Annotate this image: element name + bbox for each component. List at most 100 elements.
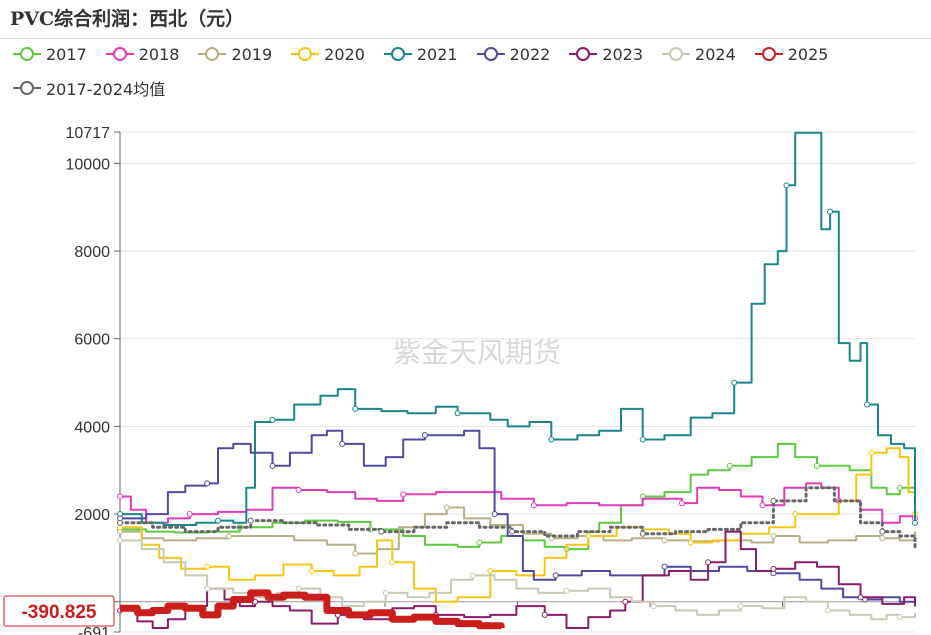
series-point-2017-2024-20 [770, 497, 777, 504]
legend-swatch-marker-2021 [390, 47, 405, 61]
series-point-2019-12 [443, 504, 450, 511]
series-point-2019-20 [661, 537, 668, 544]
series-point-2023-32 [770, 565, 777, 572]
series-point-2018-24 [759, 502, 766, 509]
series-point-2022-28 [661, 563, 668, 570]
y-tick-label-4: 4000 [74, 419, 110, 436]
legend-label-2021: 2021 [416, 44, 458, 64]
series-point-2022-4 [204, 480, 211, 487]
chart-title: PVC综合利润：西北（元） [10, 8, 245, 30]
legend-item-2025[interactable]: 2025 [754, 44, 828, 64]
current-value-tip: -390.825 [3, 595, 115, 627]
series-line-2017 [120, 442, 916, 551]
series-line-2024 [120, 539, 916, 621]
y-tick-label-1: 10000 [66, 156, 111, 173]
y-axis: 107171000080006000400020000-691 [66, 125, 916, 635]
series-point-2021-40 [864, 401, 871, 408]
series-2018 [117, 482, 918, 524]
series-line-2017-2024 [118, 486, 917, 551]
legend-label-2018: 2018 [138, 44, 180, 64]
series-point-2022-12 [339, 440, 346, 447]
series-line-2022 [120, 429, 916, 607]
series-point-2018-0 [117, 493, 123, 500]
legend-item-2019[interactable]: 2019 [197, 44, 272, 64]
series-point-2024-0 [117, 537, 123, 544]
series-point-2021-4 [215, 517, 222, 524]
y-tick-label-7: -691 [78, 625, 110, 635]
legend-item-2024[interactable]: 2024 [661, 44, 736, 64]
legend-swatch-2017 [13, 47, 41, 61]
legend-label-2017-2024: 2017-2024均值 [46, 80, 166, 99]
series-point-2019-8 [352, 550, 359, 557]
series-point-2018-12 [400, 491, 407, 498]
series-point-2017-28 [813, 462, 820, 469]
y-tick-label-5: 2000 [74, 507, 110, 524]
series-point-2018-8 [295, 486, 302, 493]
series-point-2022-16 [421, 432, 428, 439]
title-divider [0, 38, 931, 39]
series-point-2017-32 [896, 484, 903, 491]
series-group [117, 131, 918, 630]
legend-item-2020[interactable]: 2020 [290, 44, 365, 64]
series-point-2021-28 [731, 379, 738, 386]
legend-item-2021[interactable]: 2021 [383, 44, 458, 64]
legend-swatch-marker-2018 [112, 47, 127, 61]
y-tick-label-3: 6000 [74, 332, 110, 349]
series-point-2018-4 [186, 511, 193, 518]
series-point-2024-8 [295, 585, 302, 592]
series-point-2023-20 [541, 611, 548, 618]
series-point-2020-8 [308, 568, 315, 575]
legend-swatch-marker-2022 [483, 47, 498, 61]
current-value-box [3, 595, 115, 627]
legend-swatch-2018 [105, 47, 134, 61]
y-tick-label-0: 10717 [66, 125, 111, 142]
series-point-2019-24 [770, 532, 777, 539]
legend-item-2022[interactable]: 2022 [476, 44, 551, 64]
series-point-2017-24 [726, 462, 733, 469]
legend-label-2022: 2022 [509, 44, 551, 64]
legend-item-2017-2024[interactable]: 2017-2024均值 [12, 78, 166, 99]
y-tick-label-2: 8000 [74, 244, 110, 261]
series-line-2018 [120, 482, 916, 524]
series-point-2019-28 [879, 535, 886, 542]
legend-swatch-marker-2017 [20, 47, 34, 61]
legend-swatch-2021 [383, 47, 412, 61]
legend-label-2017: 2017 [46, 44, 87, 64]
series-point-2024-24 [650, 603, 657, 610]
series-point-2020-28 [792, 511, 799, 518]
series-point-2017-2024-8 [378, 528, 385, 535]
series-point-2024-28 [737, 603, 744, 610]
series-point-2024-4 [204, 585, 211, 592]
series-point-2020-12 [389, 559, 396, 566]
series-point-2021-44 [912, 519, 918, 526]
series-2017-2024 [117, 486, 917, 551]
series-point-2023-36 [857, 594, 864, 601]
series-point-2017-2024-12 [509, 528, 516, 535]
legend-label-2024: 2024 [695, 44, 736, 64]
series-point-2023-24 [622, 598, 629, 605]
legend-label-2019: 2019 [231, 44, 273, 64]
legend-label-2023: 2023 [602, 44, 644, 64]
legend-item-2023[interactable]: 2023 [568, 44, 643, 64]
series-point-2021-20 [548, 436, 555, 443]
legend-swatch-2025 [754, 47, 783, 61]
legend-item-2018[interactable]: 2018 [105, 44, 180, 64]
legend-swatch-2022 [476, 47, 505, 61]
series-point-2024-32 [824, 607, 831, 614]
legend-swatch-marker-2024 [669, 47, 684, 61]
series-point-2017-2024-0 [117, 519, 123, 526]
series-2024 [117, 537, 916, 621]
series-point-2021-16 [454, 410, 461, 417]
legend-swatch-marker-2025 [761, 47, 776, 61]
legend-swatch-2019 [198, 47, 227, 61]
legend-swatch-2024 [662, 47, 691, 61]
legend-item-2017[interactable]: 2017 [12, 44, 87, 64]
legend: 2017 2018 2019 2020 2021 2022 2023 2024 2025 2017… [12, 44, 927, 99]
series-line-2025 [120, 589, 505, 630]
current-value-label: -390.825 [21, 602, 96, 623]
series-point-2021-12 [352, 405, 359, 412]
legend-swatch-marker-2023 [576, 47, 591, 61]
legend-swatch-marker-2017-2024 [20, 81, 34, 95]
legend-swatch-marker-2019 [205, 47, 220, 61]
